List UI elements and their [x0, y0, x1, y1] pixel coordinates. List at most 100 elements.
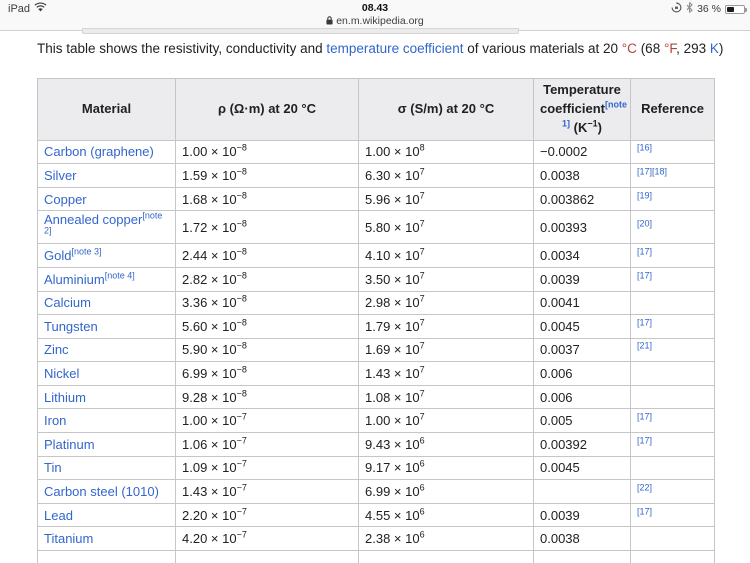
note-link[interactable]: [note 3] — [71, 246, 102, 257]
reference-cell: [17][18] — [630, 163, 715, 188]
reference-link[interactable]: [18] — [652, 166, 668, 177]
table-row: Tungsten 5.60 × 10−8 1.79 × 107 0.0045 [17] — [37, 314, 715, 339]
url-bar[interactable]: en.m.wikipedia.org — [0, 15, 750, 27]
material-link[interactable]: Titanium — [44, 531, 94, 547]
material-link[interactable]: Zinc — [44, 342, 69, 358]
material-link[interactable]: Tin — [44, 460, 62, 476]
reference-link[interactable]: [17] — [637, 317, 653, 328]
conductivity-cell: 4.55 × 106 — [358, 502, 534, 528]
table-row: Lead 2.20 × 10−7 4.55 × 106 0.0039 [17] — [37, 502, 715, 528]
material-link[interactable]: Tungsten — [44, 318, 98, 334]
conductivity-cell: 1.00 × 107 — [358, 408, 534, 434]
conductivity-cell: 6.30 × 107 — [358, 163, 534, 188]
empty-cell — [533, 550, 631, 563]
material-cell: Lead — [37, 502, 176, 528]
status-left: iPad — [8, 2, 47, 15]
temp-coefficient-cell: 0.0039 — [533, 502, 631, 528]
material-cell: Zinc — [37, 337, 176, 363]
table-row: Copper 1.68 × 10−8 5.96 × 107 0.003862 [19] — [37, 186, 715, 212]
table-row: Aluminium[note 4] 2.82 × 10−8 3.50 × 107 0.… — [37, 266, 715, 292]
intro-text: ) — [718, 41, 724, 56]
temp-coefficient-cell: 0.0034 — [533, 243, 631, 268]
material-link[interactable]: Platinum — [44, 436, 95, 452]
reference-link[interactable]: [17] — [637, 435, 653, 446]
reference-link[interactable]: [21] — [637, 341, 653, 352]
material-cell: Calcium — [37, 290, 176, 316]
material-cell: Gold[note 3] — [37, 243, 176, 268]
temp-coefficient-cell: 0.0045 — [533, 455, 631, 481]
reference-link[interactable]: [16] — [637, 143, 653, 153]
material-link[interactable]: Copper — [44, 191, 87, 207]
reference-link[interactable]: [19] — [637, 190, 653, 201]
reference-link[interactable]: [20] — [637, 218, 653, 229]
table-row: Carbon steel (1010) 1.43 × 10−7 6.99 × 106… — [37, 479, 715, 504]
intro-unit-link[interactable]: °F — [663, 41, 677, 56]
table-row: Gold[note 3] 2.44 × 10−8 4.10 × 107 0.0034[… — [37, 243, 715, 268]
exponent: 7 — [419, 166, 425, 177]
conductivity-cell: 1.08 × 107 — [358, 384, 534, 410]
material-link[interactable]: Carbon steel (1010) — [44, 484, 159, 500]
temp-coefficient-cell: 0.003862 — [533, 186, 631, 212]
intro-text: (68 — [636, 41, 664, 56]
empty-cell — [630, 550, 715, 563]
intro-link[interactable]: temperature coefficient — [326, 41, 464, 56]
material-link[interactable]: Lead — [44, 507, 73, 523]
material-link[interactable]: Gold — [44, 248, 72, 264]
conductivity-cell: 1.00 × 108 — [358, 139, 534, 165]
reference-cell — [630, 290, 715, 316]
table-header-row: Material ρ (Ω·m) at 20 °C σ (S/m) at 20 … — [37, 78, 715, 141]
note-link[interactable]: [note 4] — [104, 270, 135, 281]
temp-coefficient-cell: −0.0002 — [533, 139, 631, 165]
reference-link[interactable]: [17] — [637, 246, 653, 257]
material-link[interactable]: Nickel — [44, 366, 80, 382]
material-link[interactable]: Silver — [44, 167, 77, 183]
resistivity-cell: 1.68 × 10−8 — [175, 186, 359, 212]
material-link[interactable]: Iron — [44, 413, 67, 429]
note-link[interactable]: [note 2] — [44, 210, 163, 236]
table-row: Carbon (graphene) 1.00 × 10−8 1.00 × 108 −0… — [37, 139, 715, 165]
conductivity-cell: 5.80 × 107 — [358, 210, 534, 245]
resistivity-cell: 5.90 × 10−8 — [175, 337, 359, 363]
intro-unit-link[interactable]: °C — [621, 41, 637, 56]
material-link[interactable]: Calcium — [44, 295, 91, 311]
conductivity-cell: 9.17 × 106 — [358, 455, 534, 481]
exponent: −7 — [236, 506, 247, 517]
material-cell: Nickel — [37, 361, 176, 386]
reference-cell: [17] — [630, 432, 715, 457]
col-header-reference: Reference — [630, 78, 715, 141]
empty-cell — [358, 550, 534, 563]
temp-coefficient-cell: 0.005 — [533, 408, 631, 434]
reference-cell: [17] — [630, 314, 715, 339]
reference-cell: [21] — [630, 337, 715, 363]
table-row-partial — [37, 550, 715, 563]
material-link[interactable]: Aluminium — [44, 271, 105, 287]
intro-sentence: This table shows the resistivity, conduc… — [37, 40, 727, 58]
reference-cell: [19] — [630, 186, 715, 212]
material-link[interactable]: Annealed copper — [44, 212, 143, 228]
conductivity-cell: 3.50 × 107 — [358, 266, 534, 292]
temp-coefficient-cell — [533, 479, 631, 504]
reference-link[interactable]: [17] — [637, 411, 653, 422]
table-row: Annealed copper[note 2] 1.72 × 10−8 5.80 ×… — [37, 210, 715, 245]
reference-link[interactable]: [22] — [637, 482, 653, 493]
material-link[interactable]: Lithium — [44, 389, 86, 405]
exponent: 6 — [419, 482, 425, 493]
temp-coefficient-cell: 0.0045 — [533, 314, 631, 339]
reference-link[interactable]: [17] — [637, 270, 653, 281]
battery-icon — [725, 4, 747, 14]
reference-cell — [630, 384, 715, 410]
temp-coefficient-cell: 0.006 — [533, 361, 631, 386]
col-header-conductivity: σ (S/m) at 20 °C — [358, 78, 534, 141]
reference-link[interactable]: [17] — [637, 506, 653, 517]
resistivity-cell: 9.28 × 10−8 — [175, 384, 359, 410]
intro-link[interactable]: K — [709, 41, 719, 56]
resistivity-cell: 6.99 × 10−8 — [175, 361, 359, 386]
exponent: −7 — [236, 529, 247, 540]
status-time: 08.43 — [361, 2, 389, 14]
resistivity-cell: 2.20 × 10−7 — [175, 502, 359, 528]
exponent: 7 — [419, 293, 425, 304]
header-note-link[interactable]: [note 1] — [562, 99, 628, 129]
reference-link[interactable]: [17] — [637, 166, 653, 177]
status-right: 36 % — [671, 2, 747, 16]
material-link[interactable]: Carbon (graphene) — [44, 144, 154, 160]
